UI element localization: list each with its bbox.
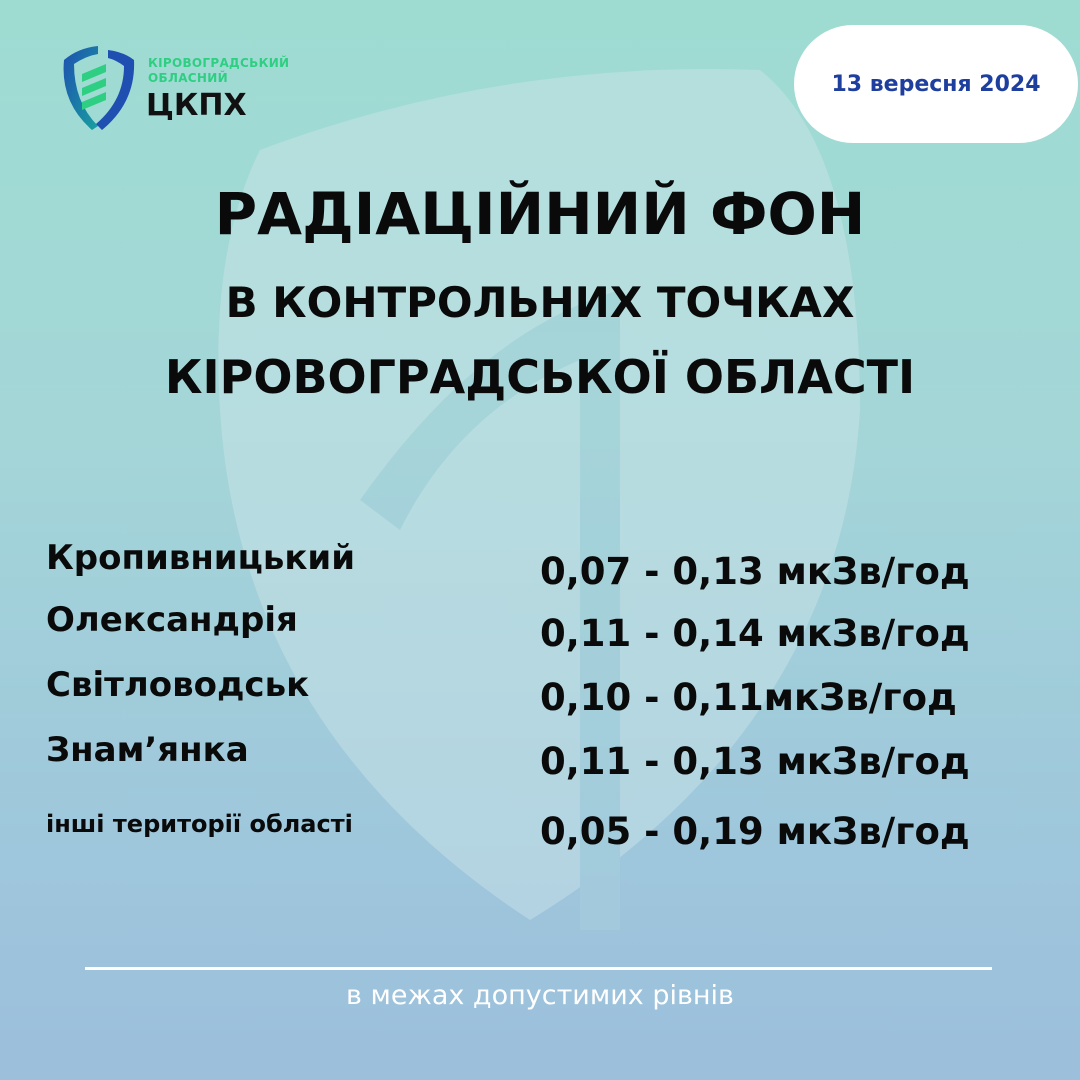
date-badge: 13 вересня 2024 — [794, 25, 1078, 143]
logo-line1: КІРОВОГРАДСЬКИЙ — [148, 56, 290, 70]
logo-line2: ОБЛАСНИЙ — [148, 71, 228, 85]
logo-text: КІРОВОГРАДСЬКИЙ ОБЛАСНИЙ — [148, 56, 289, 86]
place-label: Знам’янка — [46, 730, 249, 770]
reading-value: 0,07 - 0,13 мкЗв/год — [540, 550, 970, 593]
place-label: Кропивницький — [46, 538, 356, 578]
title-line1: РАДІАЦІЙНИЙ ФОН — [214, 180, 866, 248]
shield-watermark — [218, 69, 861, 930]
logo-acronym: ЦКПХ — [146, 88, 247, 123]
reading-value: 0,11 - 0,13 мкЗв/год — [540, 740, 970, 783]
footer-note: в межах допустимих рівнів — [346, 980, 734, 1011]
place-label: Світловодськ — [46, 665, 310, 705]
divider — [85, 967, 992, 970]
reading-value: 0,11 - 0,14 мкЗв/год — [540, 612, 970, 655]
place-label: Олександрія — [46, 600, 298, 640]
title-line2: В КОНТРОЛЬНИХ ТОЧКАХ — [225, 278, 855, 327]
logo-shield-icon — [63, 46, 135, 130]
reading-value: 0,10 - 0,11мкЗв/год — [540, 676, 957, 719]
title-line3: КІРОВОГРАДСЬКОЇ ОБЛАСТІ — [164, 350, 916, 404]
reading-value: 0,05 - 0,19 мкЗв/год — [540, 810, 970, 853]
place-label: інші території області — [46, 810, 353, 838]
